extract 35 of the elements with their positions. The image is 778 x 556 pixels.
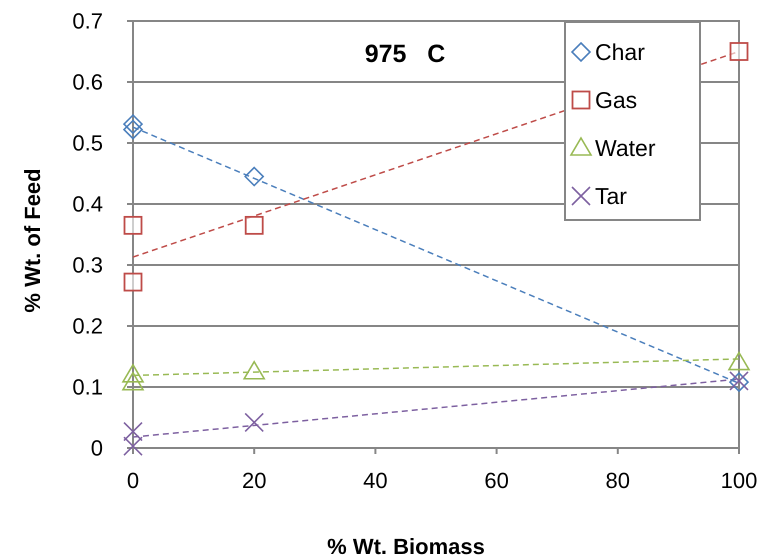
x-axis-title: % Wt. Biomass	[327, 534, 485, 556]
y-tick-label: 0.5	[72, 130, 103, 156]
y-tick-label: 0.6	[72, 70, 103, 94]
point	[244, 412, 264, 432]
y-tick-label: 0	[90, 436, 103, 460]
legend-label: Tar	[595, 183, 628, 209]
text: 975 C	[364, 40, 446, 68]
point	[123, 120, 143, 140]
x-tick-label: 80	[606, 468, 630, 493]
legend-label: Water	[595, 135, 656, 161]
x-tick-label: 0	[126, 468, 140, 493]
point	[123, 422, 143, 442]
point	[122, 364, 144, 383]
point	[244, 166, 264, 186]
point	[730, 42, 748, 61]
y-tick-label: 0.1	[72, 374, 103, 400]
point	[244, 216, 264, 235]
point	[124, 272, 142, 292]
point	[243, 360, 265, 380]
point	[728, 352, 750, 370]
point	[124, 216, 142, 235]
y-tick-label: 0.4	[72, 192, 103, 216]
y-tick-label: 0.2	[72, 314, 103, 338]
point	[123, 114, 143, 134]
y-tick-label: 0.7	[72, 8, 103, 34]
legend-label: Char	[595, 39, 646, 65]
y-axis-title: % Wt. of Feed	[20, 168, 45, 313]
legend-label: Gas	[595, 87, 638, 113]
y-tick-label: 0.3	[72, 252, 103, 278]
point	[123, 436, 143, 456]
point	[122, 372, 144, 391]
x-tick-label: 60	[484, 468, 509, 493]
x-tick-label: 40	[363, 468, 388, 493]
x-tick-label: 100	[720, 468, 758, 493]
x-tick-label: 20	[242, 468, 266, 493]
